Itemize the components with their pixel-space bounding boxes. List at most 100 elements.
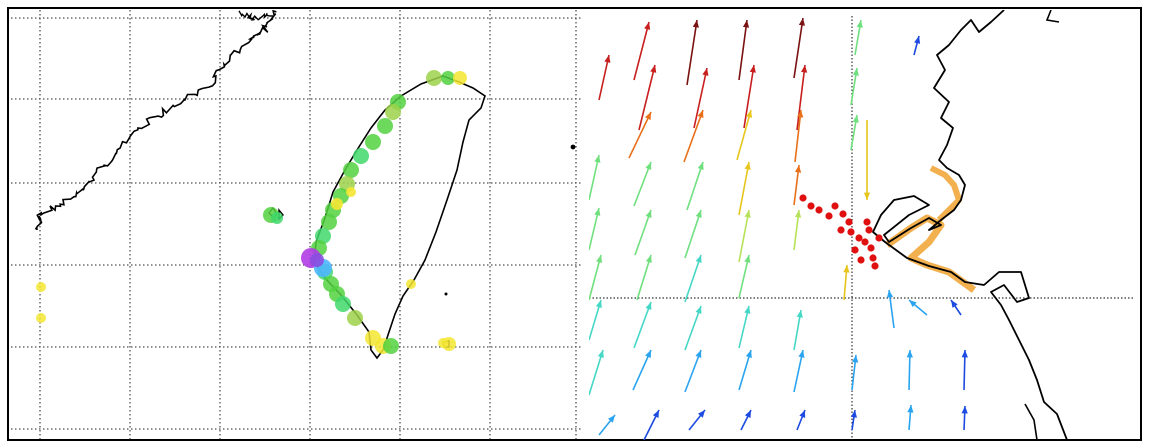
station-marker [271,212,283,224]
wind-arrow [738,209,751,263]
wind-arrow [961,405,968,431]
wind-arrow-shaft [633,161,652,207]
wind-arrow-head [695,255,702,263]
wind-arrow [961,349,968,391]
wind-arrow [634,209,652,256]
wind-arrow [633,161,652,207]
wind-arrow [684,305,702,351]
station-marker [377,118,393,134]
wind-arrow-head [695,350,702,358]
coastline-main [872,10,1068,440]
right-coastline [872,10,1068,440]
wind-arrow-head [645,255,652,263]
wind-arrow-head [799,410,806,418]
wind-arrow-head [796,310,803,318]
coastline-lower-inlet [1024,403,1038,440]
wind-arrow [738,19,750,81]
station-marker [335,296,351,312]
wind-arrow-head [794,210,802,218]
station-marker [331,198,343,210]
wind-arrow [851,354,859,391]
wind-arrow-shaft [738,161,750,216]
green-island [444,292,448,296]
wind-arrow-head [652,410,659,418]
station-marker [36,313,46,323]
right-map-panel [589,10,1133,440]
right-map-canvas [589,10,1133,440]
wind-arrow-head [645,210,652,218]
wind-arrow-shaft [598,54,610,101]
wind-arrow-head [801,65,808,73]
wind-arrow-head [909,300,917,308]
wind-arrow-shaft [589,254,602,301]
wind-arrow-head [742,20,750,28]
wind-arrow [913,35,921,56]
wind-arrow [598,54,611,101]
wind-arrow-head [595,300,602,308]
observation-point [799,194,807,202]
wind-arrow-head [607,415,615,423]
wind-arrow-head [852,115,859,123]
wind-arrow [738,349,752,391]
observation-point [831,202,839,210]
wind-arrow [598,414,616,436]
wind-arrow [906,349,913,391]
station-marker [426,70,442,86]
wind-arrow [743,64,756,129]
left-map-panel [11,10,583,440]
wind-arrow [638,64,657,131]
wind-arrow-shaft [693,67,708,129]
wind-arrow-head [594,155,601,163]
observation-point [815,206,823,214]
wind-arrow [843,264,850,301]
wind-arrow [796,409,806,431]
left-station-markers [36,70,467,354]
wind-arrow-head [697,410,705,418]
wind-arrow-shaft [684,349,702,393]
wind-arrow-shaft [736,109,752,161]
station-marker [438,338,448,348]
wind-arrow [636,254,652,301]
wind-arrow-head [695,210,702,218]
wind-arrow-head [961,350,968,358]
wind-arrow [688,409,706,431]
wind-arrow [738,254,751,299]
wind-arrow-shaft [628,111,652,159]
observation-point [839,210,847,218]
observation-point [807,202,815,210]
observation-point [867,244,875,252]
wind-arrow [793,209,802,251]
wind-arrow-shaft [743,64,755,129]
station-marker [453,71,467,85]
figure-frame [7,7,1142,441]
wind-arrow [684,209,702,259]
wind-arrow [589,254,603,301]
wind-arrow-shaft [589,154,600,201]
wind-arrow-head [697,162,704,170]
station-marker [36,282,46,292]
wind-arrow-shaft [633,21,650,81]
wind-arrow-head [798,18,805,26]
wind-arrow-head [745,350,752,358]
station-marker [343,162,359,178]
wind-arrow [793,17,805,79]
left-coastlines [34,10,576,360]
left-map-canvas [11,10,583,440]
observation-point [871,262,879,270]
wind-arrow [886,289,895,329]
wind-arrow-shaft [793,17,804,79]
station-marker [406,279,416,289]
observation-point [837,226,845,234]
wind-arrow-head [645,350,651,358]
wind-arrow-head [702,68,709,76]
observation-point [855,234,863,242]
wind-arrow [738,161,751,216]
wind-arrow [850,114,859,151]
wind-arrow [643,409,660,440]
wind-arrow-head [744,162,751,170]
wind-arrow-shaft [638,64,656,131]
observation-point [869,254,877,262]
wind-arrow-head [951,300,958,308]
wind-arrow [950,299,962,316]
wind-arrow-head [596,255,603,263]
